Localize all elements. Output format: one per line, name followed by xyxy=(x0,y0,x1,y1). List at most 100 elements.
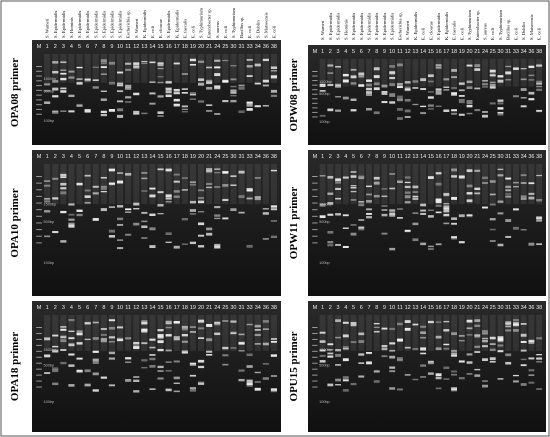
dna-band xyxy=(52,369,59,373)
dna-band xyxy=(92,372,99,376)
species-label: S. Matsoensis xyxy=(263,12,268,38)
ladder-band xyxy=(36,350,42,352)
dna-band xyxy=(319,354,326,357)
ladder-band xyxy=(36,113,42,115)
dna-band xyxy=(443,209,450,213)
dna-band xyxy=(505,71,512,73)
dna-band xyxy=(435,200,442,204)
dna-band xyxy=(528,193,535,195)
lane-smear xyxy=(497,164,504,205)
dna-band xyxy=(60,72,67,75)
dna-band xyxy=(92,361,99,364)
dna-band xyxy=(246,65,253,68)
species-label: S. Dublin xyxy=(255,20,260,38)
dna-band xyxy=(108,182,116,184)
dna-band xyxy=(116,337,124,340)
ladder-band xyxy=(312,338,318,340)
lane-number: 7 xyxy=(367,154,370,160)
dna-band xyxy=(497,99,504,102)
dna-band xyxy=(222,198,229,202)
lane-smear xyxy=(262,54,269,83)
dna-band xyxy=(427,209,434,211)
dna-band xyxy=(412,185,419,189)
species-label: S. Epidermidis xyxy=(61,10,66,38)
lane-smear xyxy=(149,54,156,83)
dna-band xyxy=(141,330,148,333)
dna-band xyxy=(165,241,172,243)
ladder-band xyxy=(312,386,318,388)
dna-band xyxy=(222,80,229,83)
dna-band xyxy=(381,205,388,207)
dna-band xyxy=(458,175,465,179)
dna-band xyxy=(181,325,188,329)
dna-band xyxy=(342,245,349,248)
dna-band xyxy=(76,78,83,81)
dna-band xyxy=(474,109,481,112)
dna-band xyxy=(489,357,496,361)
species-label: S. Epidermidis xyxy=(359,12,364,40)
dna-band xyxy=(214,321,221,324)
dna-band xyxy=(270,169,278,172)
lane-number: 4 xyxy=(344,154,347,160)
dna-band xyxy=(60,77,67,81)
lane-number: 8 xyxy=(102,44,105,50)
lane-smear xyxy=(350,59,357,87)
species-label: Enterobacter sp. xyxy=(207,8,212,38)
lane-number: 2 xyxy=(54,154,57,160)
dna-band xyxy=(327,72,334,74)
lane-smear xyxy=(254,54,261,83)
lane-smear xyxy=(389,315,396,352)
lane-smear xyxy=(435,59,442,87)
dna-band xyxy=(536,354,543,356)
dna-band xyxy=(197,189,205,192)
dna-band xyxy=(443,213,450,217)
lane-number: 15 xyxy=(428,154,434,160)
lane-number: 15 xyxy=(157,154,163,160)
dna-band xyxy=(350,382,357,386)
lane-number: 31 xyxy=(238,154,244,160)
dna-band xyxy=(335,84,342,88)
lane-number: 9 xyxy=(110,305,113,311)
dna-band xyxy=(254,197,261,201)
dna-band xyxy=(381,92,388,95)
dna-band xyxy=(270,220,278,222)
marker-label: 500bp xyxy=(44,364,55,368)
lane-smear xyxy=(165,164,172,205)
dna-band xyxy=(189,98,197,100)
lane-smear xyxy=(427,315,434,352)
dna-band xyxy=(412,212,419,214)
lane-number: 38 xyxy=(536,305,542,311)
species-label: K. Epidermidis xyxy=(413,12,418,40)
dna-band xyxy=(381,188,388,190)
dna-band xyxy=(443,320,450,323)
lane-number: 11 xyxy=(125,154,131,160)
dna-band xyxy=(396,208,403,210)
dna-band xyxy=(44,101,51,104)
lane-number: 1 xyxy=(46,154,49,160)
dna-band xyxy=(342,227,349,229)
dna-band xyxy=(116,326,124,329)
dna-band xyxy=(536,174,543,177)
dna-band xyxy=(505,353,512,357)
dna-band xyxy=(108,182,116,186)
dna-band xyxy=(536,357,543,360)
lane-smear xyxy=(133,315,140,352)
lane-number: 13 xyxy=(141,154,147,160)
lane-number: 5 xyxy=(352,49,355,55)
dna-band xyxy=(173,173,180,176)
dna-band xyxy=(254,387,261,391)
dna-band xyxy=(270,375,278,377)
lane-number: 11 xyxy=(125,305,131,311)
dna-band xyxy=(108,168,116,171)
dna-band xyxy=(520,174,527,177)
dna-band xyxy=(381,101,388,104)
lane-number: 30 xyxy=(230,154,236,160)
lane-smear xyxy=(443,164,450,205)
dna-band xyxy=(125,337,132,340)
dna-band xyxy=(489,86,496,89)
lane-smear xyxy=(435,164,442,205)
dna-band xyxy=(451,236,458,238)
dna-band xyxy=(133,66,140,69)
species-label: E. coli xyxy=(150,25,155,38)
dna-band xyxy=(246,189,253,192)
